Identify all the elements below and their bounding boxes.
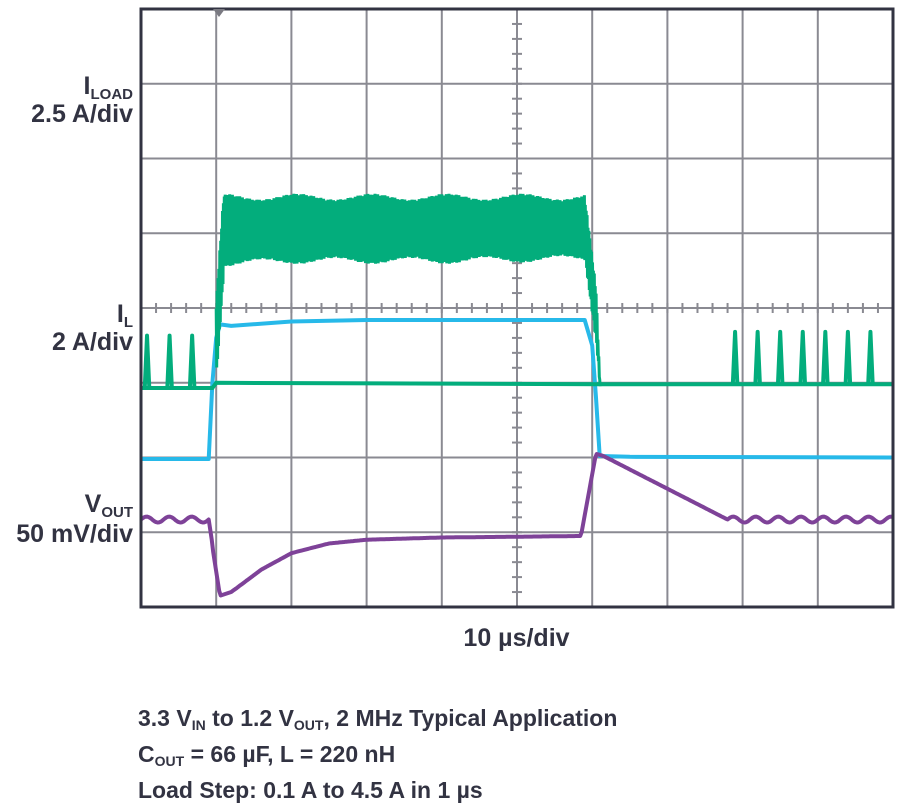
trigger-marker [213, 9, 225, 17]
trace-il-pulse [142, 333, 152, 389]
trace-il-pulse [753, 329, 762, 385]
trace-il-baseline [141, 380, 893, 390]
vout-scale: 50 mV/div [16, 520, 133, 548]
il-scale: 2 A/div [51, 328, 133, 356]
plot-frame [139, 7, 895, 609]
caption-line-3: Load Step: 0.1 A to 4.5 A in 1 µs [138, 777, 483, 803]
x-axis-label: 10 µs/div [463, 624, 570, 652]
vout-label: VOUT [84, 490, 133, 521]
trace-vout [139, 452, 894, 598]
trace-il-switching [214, 193, 602, 387]
caption-line-1: 3.3 VIN to 1.2 VOUT, 2 MHz Typical Appli… [138, 705, 618, 733]
trace-il-pulse [775, 329, 785, 385]
caption-line-2: COUT = 66 µF, L = 220 nH [138, 741, 396, 769]
iload-label: ILOAD [83, 72, 133, 103]
oscilloscope-plot [139, 7, 895, 609]
il-label: IL [116, 300, 133, 331]
center-axis-ticks [155, 22, 879, 594]
trace-il-pulse [187, 333, 197, 389]
iload-scale: 2.5 A/div [31, 100, 133, 128]
trace-il-pulse [843, 329, 853, 385]
traces [139, 193, 894, 598]
trace-il-pulse [730, 329, 740, 385]
trace-il-pulse [866, 329, 875, 385]
trace-il-pulse [821, 329, 830, 385]
trace-iload [141, 318, 894, 461]
trace-il-pulse [165, 333, 174, 389]
caption: 3.3 VIN to 1.2 VOUT, 2 MHz Typical Appli… [138, 704, 617, 805]
trace-il-pulse [798, 329, 808, 385]
